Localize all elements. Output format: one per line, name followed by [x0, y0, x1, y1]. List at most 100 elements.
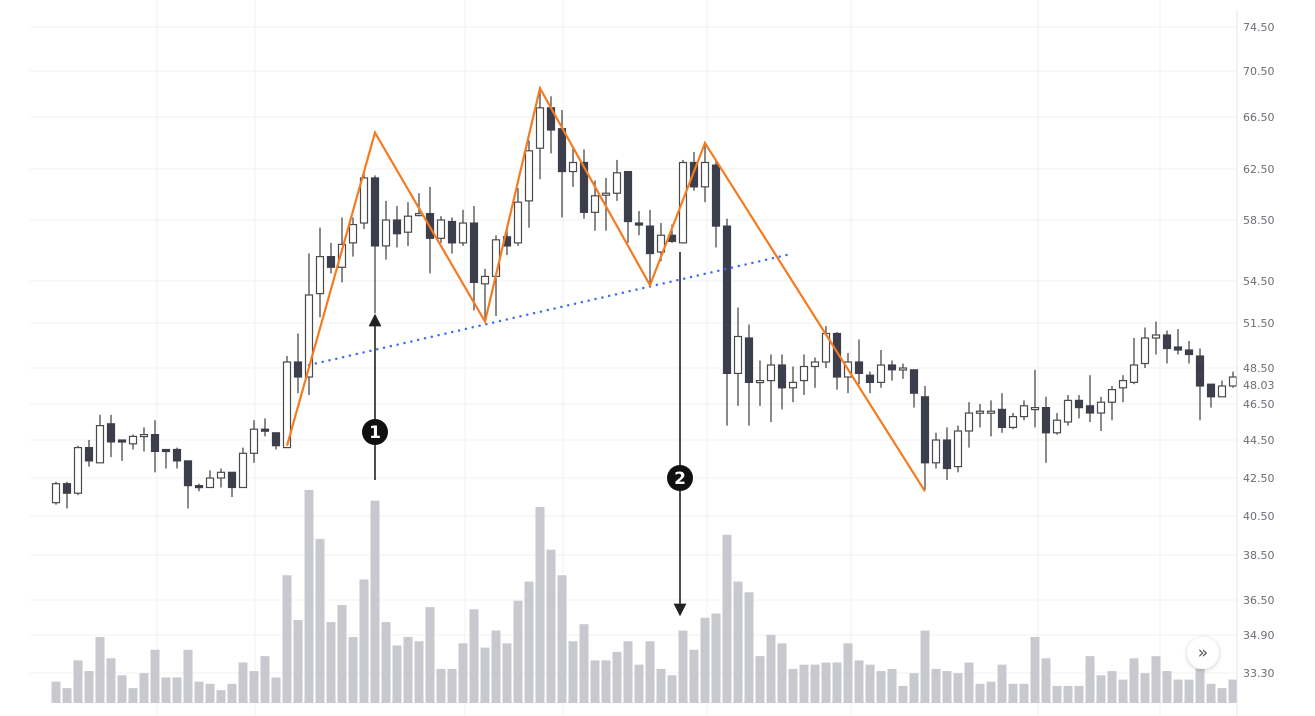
- candle: [986, 400, 996, 437]
- volume-bar: [150, 649, 160, 703]
- volume-bar: [535, 507, 545, 703]
- volume-bar: [1096, 675, 1106, 703]
- candle-body-up: [1151, 334, 1161, 339]
- candle-body-down: [194, 485, 204, 489]
- candle: [227, 471, 237, 497]
- volume-bar: [1041, 658, 1051, 703]
- y-tick-label: 48.50: [1243, 362, 1275, 375]
- volume-bar: [887, 668, 897, 703]
- candle: [84, 440, 94, 467]
- volume-bar: [469, 609, 479, 703]
- candle-body-down: [293, 361, 303, 378]
- candle: [1140, 327, 1150, 368]
- volume-bar: [315, 538, 325, 703]
- candle-body-down: [920, 396, 930, 464]
- candle-body-down: [150, 434, 160, 453]
- candle-body-down: [634, 222, 644, 226]
- candle-body-up: [436, 219, 446, 239]
- volume-bar: [810, 664, 820, 703]
- volume-bar: [447, 668, 457, 703]
- volume-bar: [645, 641, 655, 703]
- candle-body-up: [381, 219, 391, 247]
- candle-body-down: [326, 256, 336, 268]
- candle: [997, 393, 1007, 433]
- volume-bar: [260, 656, 270, 703]
- scroll-to-realtime-button[interactable]: »: [1187, 637, 1219, 669]
- volume-bar: [205, 683, 215, 703]
- candle: [216, 468, 226, 488]
- candle-body-up: [304, 294, 314, 378]
- volume-bar: [249, 671, 259, 703]
- candle: [733, 307, 743, 406]
- candle-body-up: [964, 412, 974, 432]
- candle: [1096, 396, 1106, 431]
- volume-bar: [271, 677, 281, 703]
- volume-bar: [876, 671, 886, 703]
- candle: [1217, 380, 1227, 398]
- candle-body-up: [535, 107, 545, 149]
- candle-body-down: [645, 225, 655, 255]
- candle: [95, 414, 105, 464]
- candle: [480, 268, 490, 321]
- candle: [865, 371, 875, 394]
- candle-body-up: [238, 452, 248, 489]
- candle-body-up: [73, 447, 83, 494]
- volume-bar: [359, 579, 369, 703]
- candle: [964, 402, 974, 448]
- candle: [1052, 413, 1062, 435]
- candle-body-down: [62, 483, 72, 494]
- candle: [117, 439, 127, 461]
- volume-bar: [227, 683, 237, 703]
- volume-bar: [986, 681, 996, 703]
- volume-bar: [777, 643, 787, 703]
- candle: [755, 360, 765, 406]
- candle-body-down: [1074, 399, 1084, 409]
- candle-body-up: [612, 172, 622, 194]
- volume-bar: [1217, 688, 1227, 703]
- candle: [106, 414, 116, 458]
- volume-bar: [95, 636, 105, 703]
- candle: [1063, 395, 1073, 426]
- candle: [392, 205, 402, 248]
- volume-bar: [601, 660, 611, 703]
- candle: [205, 470, 215, 489]
- volume-bar: [557, 575, 567, 703]
- candle: [953, 425, 963, 473]
- volume-bar: [909, 673, 919, 703]
- candle-body-up: [876, 364, 886, 383]
- candle: [1008, 413, 1018, 430]
- candle-body-down: [260, 428, 270, 432]
- candle-body-down: [1184, 349, 1194, 356]
- volume-bar: [1008, 683, 1018, 703]
- candle: [139, 427, 149, 452]
- candle: [1129, 338, 1139, 385]
- candle-body-down: [392, 219, 402, 235]
- marker-circle: [362, 419, 388, 445]
- axis-background: [1237, 0, 1315, 716]
- candle: [887, 360, 897, 381]
- volume-bar: [172, 677, 182, 703]
- volume-bar: [458, 643, 468, 703]
- candle-body-up: [359, 177, 369, 224]
- volume-bar: [62, 688, 72, 703]
- volume-bar: [667, 675, 677, 703]
- candle-body-down: [1162, 334, 1172, 350]
- price-axis[interactable]: 74.50 70.50 66.50 62.50 58.50 54.50 51.50 48.50…: [1236, 0, 1315, 716]
- volume-bars: [51, 490, 1238, 703]
- candle-body-up: [1030, 407, 1040, 411]
- y-tick-label: 34.90: [1243, 629, 1275, 642]
- candle: [128, 434, 138, 450]
- y-tick-label: 62.50: [1243, 163, 1275, 176]
- volume-bar: [73, 660, 83, 703]
- volume-bar: [1195, 668, 1205, 703]
- candle-body-down: [1195, 355, 1205, 387]
- candle: [249, 420, 259, 463]
- candle-body-up: [1140, 337, 1150, 365]
- candle: [315, 227, 325, 318]
- volume-bar: [216, 690, 226, 703]
- volume-bar: [106, 658, 116, 703]
- candle: [920, 386, 930, 490]
- candle-body-down: [447, 220, 457, 244]
- volume-bar: [931, 668, 941, 703]
